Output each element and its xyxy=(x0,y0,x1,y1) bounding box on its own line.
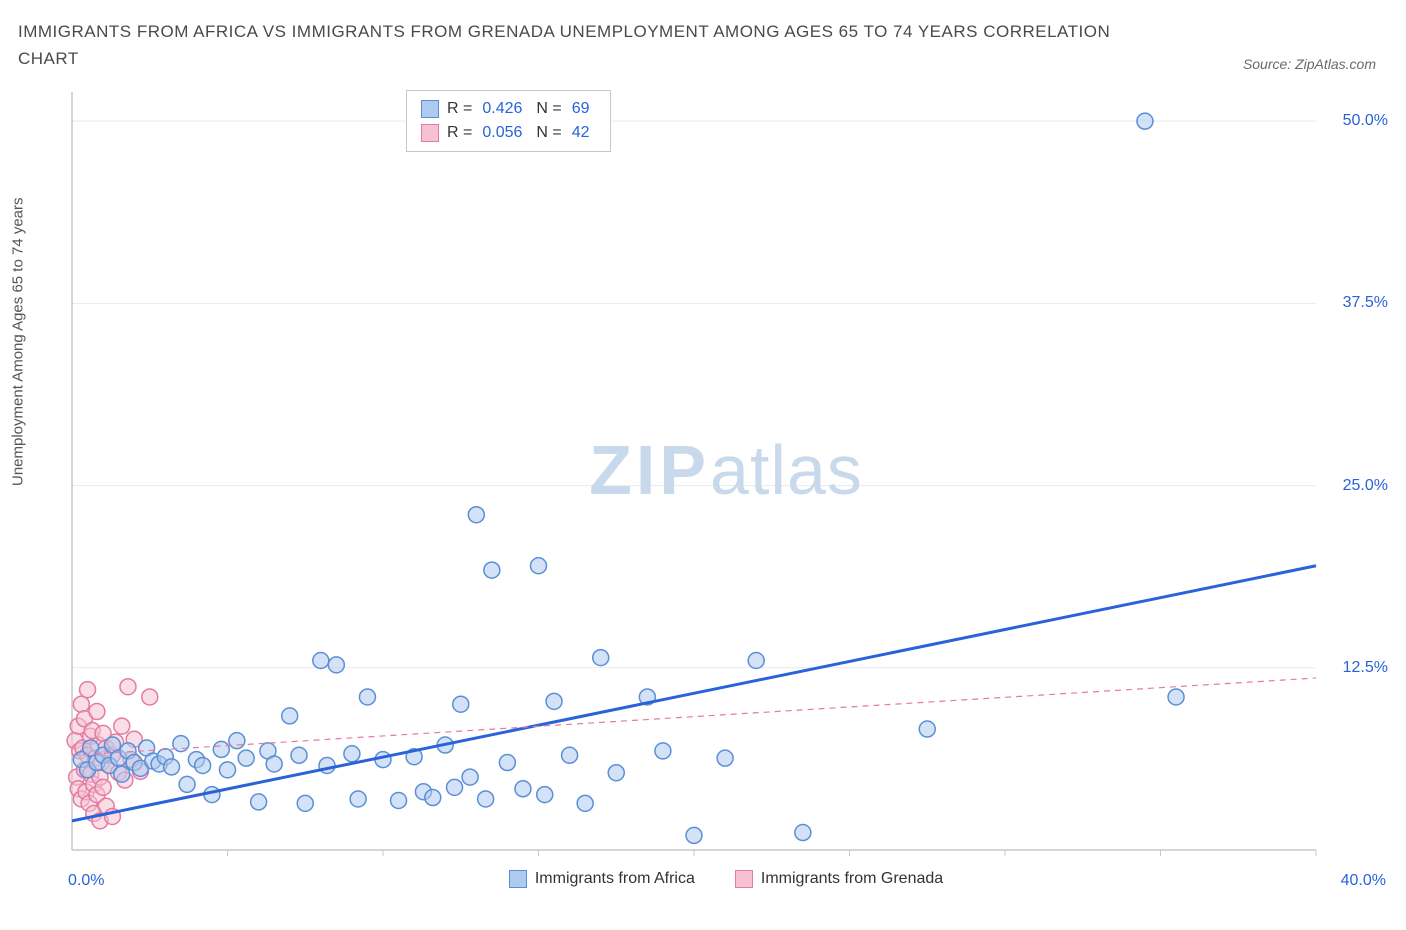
chart-container: Unemployment Among Ages 65 to 74 years Z… xyxy=(18,86,1388,916)
correlation-legend: R = 0.426 N = 69 R = 0.056 N = 42 xyxy=(406,90,611,152)
chart-title: IMMIGRANTS FROM AFRICA VS IMMIGRANTS FRO… xyxy=(18,18,1118,72)
source-label: Source: ZipAtlas.com xyxy=(1243,56,1376,72)
r-value-grenada: 0.056 xyxy=(482,121,522,145)
legend-row-grenada: R = 0.056 N = 42 xyxy=(421,121,596,145)
n-value-africa: 69 xyxy=(572,97,590,121)
swatch-grenada-bottom xyxy=(735,870,753,888)
series-legend: Immigrants from Africa Immigrants from G… xyxy=(66,870,1386,888)
plot-area: ZIPatlas R = 0.426 N = 69 R = 0.056 N = … xyxy=(66,86,1386,886)
scatter-svg xyxy=(66,86,1386,886)
r-value-africa: 0.426 xyxy=(482,97,522,121)
swatch-africa-bottom xyxy=(509,870,527,888)
n-value-grenada: 42 xyxy=(572,121,590,145)
legend-label-grenada: Immigrants from Grenada xyxy=(761,870,943,888)
legend-item-africa: Immigrants from Africa xyxy=(509,870,695,888)
legend-item-grenada: Immigrants from Grenada xyxy=(735,870,943,888)
y-tick-label: 25.0% xyxy=(1343,477,1388,495)
y-tick-label: 50.0% xyxy=(1343,112,1388,130)
legend-row-africa: R = 0.426 N = 69 xyxy=(421,97,596,121)
y-tick-label: 37.5% xyxy=(1343,294,1388,312)
legend-label-africa: Immigrants from Africa xyxy=(535,870,695,888)
y-tick-label: 12.5% xyxy=(1343,659,1388,677)
swatch-africa xyxy=(421,100,439,118)
swatch-grenada xyxy=(421,124,439,142)
y-axis-label: Unemployment Among Ages 65 to 74 years xyxy=(10,197,27,486)
